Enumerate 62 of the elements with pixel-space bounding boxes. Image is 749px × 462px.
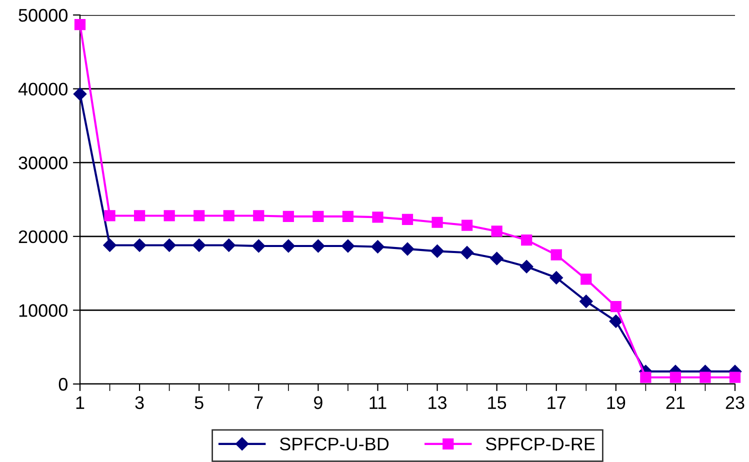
point (134, 210, 146, 222)
x-tick-label: 13 (428, 396, 447, 410)
point (223, 210, 234, 222)
y-tick-label: 40000 (18, 82, 68, 96)
x-tick-label: 11 (370, 396, 386, 409)
point (312, 239, 325, 253)
point (222, 238, 236, 252)
point (490, 252, 504, 266)
legend-label: SPFCP-D-RE (486, 438, 595, 450)
point (610, 300, 622, 312)
point (550, 271, 563, 284)
point (74, 19, 86, 30)
point (521, 234, 532, 246)
x-tick-label: 9 (314, 396, 322, 410)
point (700, 372, 711, 383)
y-tick-label: 30000 (18, 156, 68, 170)
x-tick-label: 1 (76, 396, 84, 409)
x-tick-label: 15 (488, 396, 506, 410)
point (402, 214, 414, 225)
point (103, 238, 116, 252)
x-tick-label: 7 (254, 396, 263, 409)
y-tick-label: 0 (58, 378, 68, 391)
point (400, 242, 414, 256)
point (252, 239, 266, 253)
x-tick-label: 5 (194, 396, 204, 410)
point (609, 314, 622, 328)
x-tick-label: 19 (607, 396, 626, 410)
y-tick-label: 20000 (18, 230, 68, 244)
point (282, 239, 295, 253)
point (580, 274, 592, 285)
point (104, 210, 116, 222)
point (491, 226, 502, 237)
point (670, 372, 682, 383)
point (342, 210, 354, 222)
point (430, 244, 444, 258)
point (282, 210, 294, 222)
point (73, 87, 87, 101)
point (460, 246, 474, 260)
point (253, 210, 264, 222)
point (162, 238, 176, 252)
point (371, 240, 384, 254)
legend-label: SPFCP-U-BD (280, 438, 389, 450)
point (132, 238, 146, 252)
point (341, 239, 355, 253)
point (164, 210, 175, 222)
x-tick-label: 17 (548, 396, 566, 409)
point (729, 372, 741, 383)
point (550, 249, 562, 260)
point (432, 216, 443, 228)
point (312, 210, 324, 222)
point (640, 372, 652, 383)
x-tick-label: 3 (135, 396, 144, 410)
x-tick-label: 23 (726, 396, 744, 410)
point (461, 220, 473, 231)
y-tick-label: 10000 (19, 304, 68, 317)
x-tick-label: 21 (666, 396, 685, 409)
point (192, 238, 206, 252)
point (520, 260, 534, 274)
point (580, 294, 593, 308)
point (372, 212, 384, 223)
point (194, 210, 205, 222)
y-tick-label: 50000 (18, 8, 68, 22)
